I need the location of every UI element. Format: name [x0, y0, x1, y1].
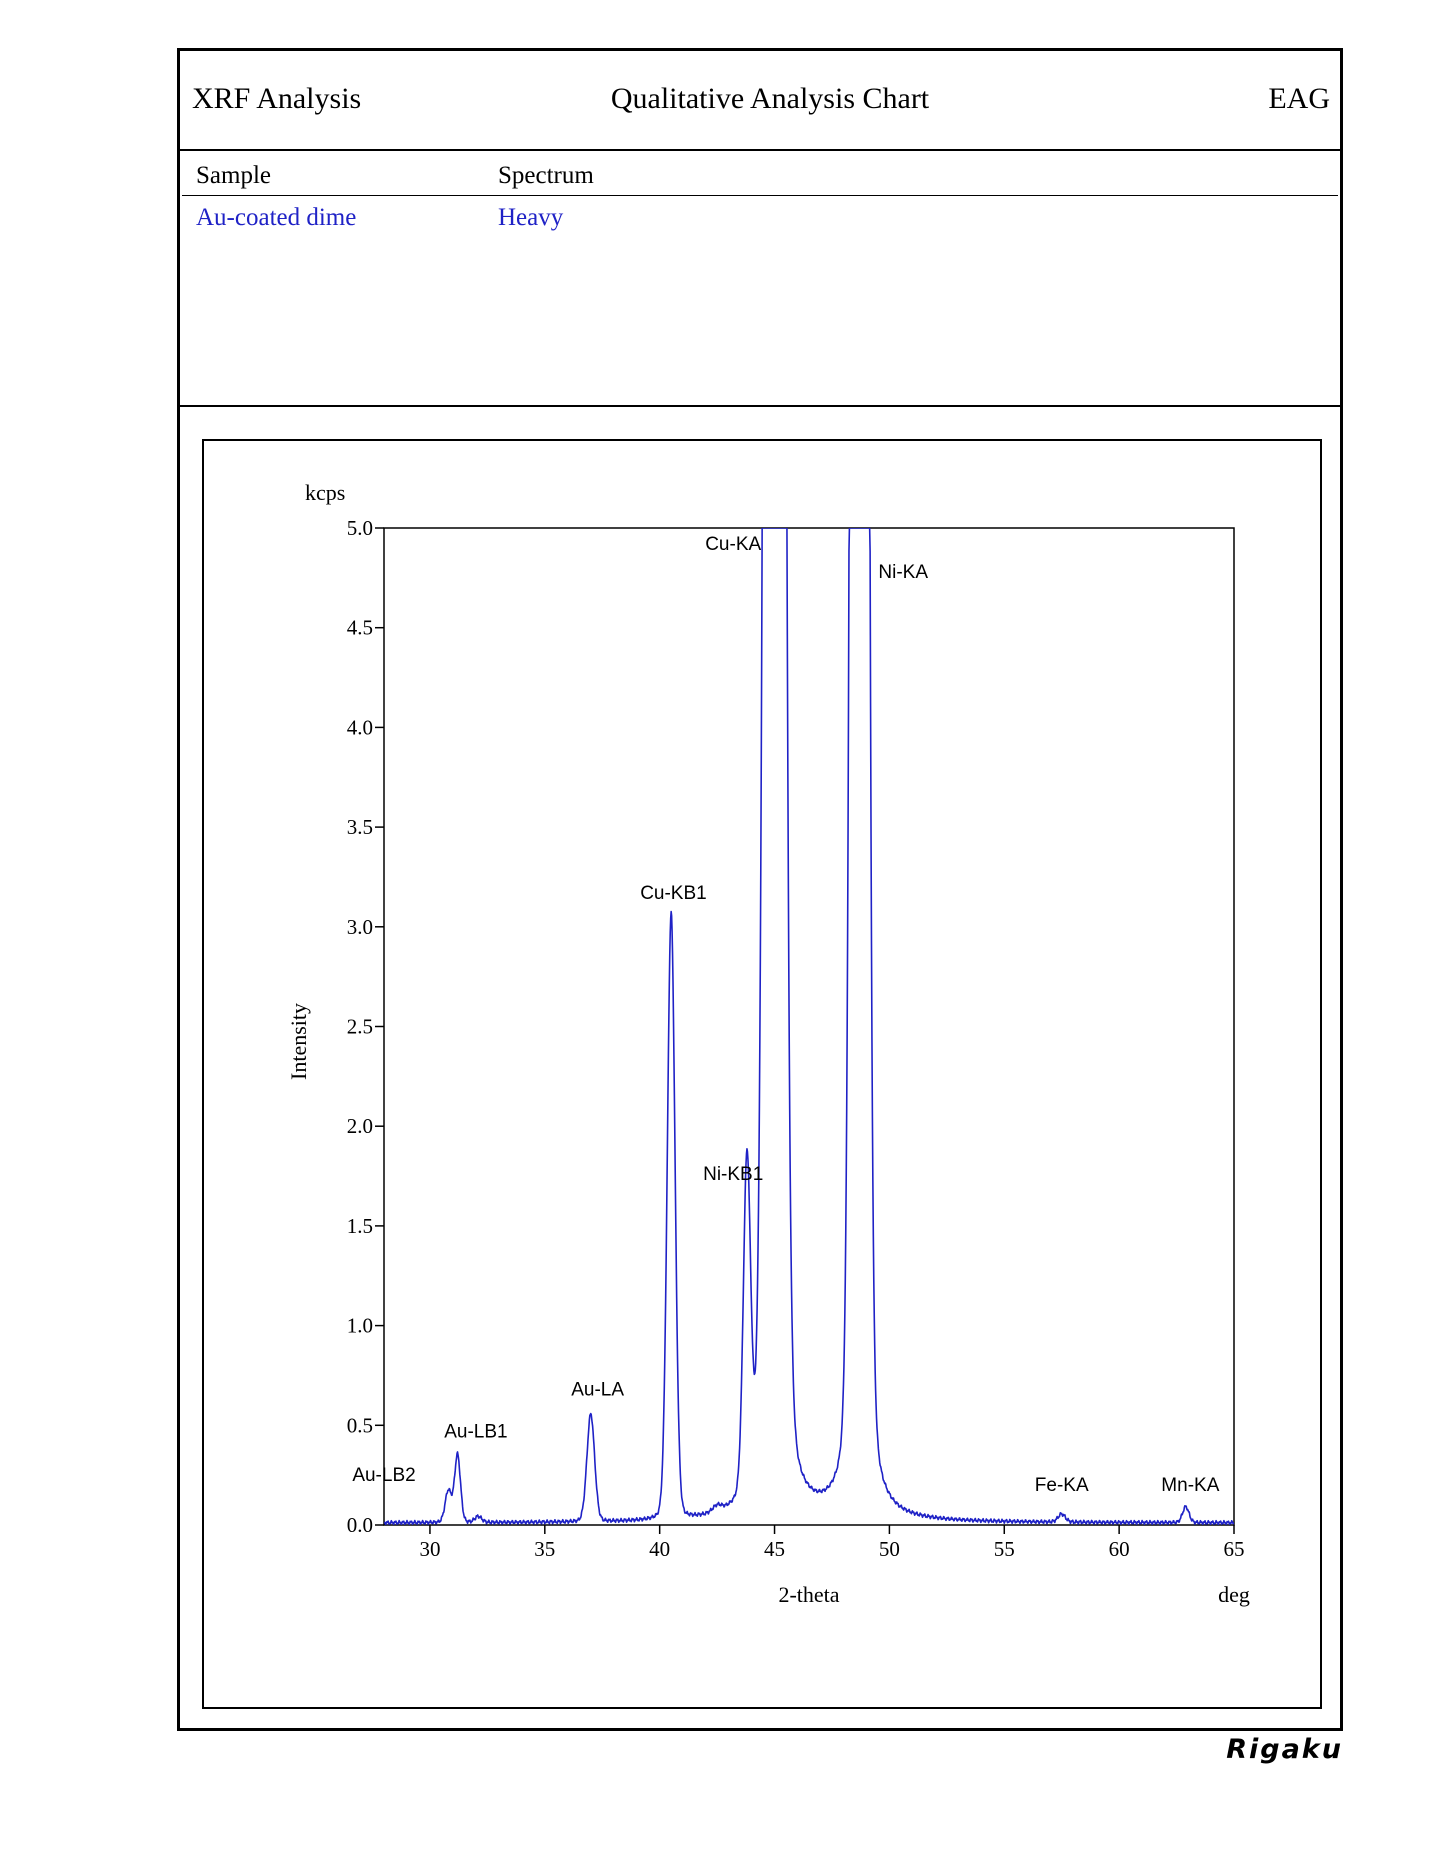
- axes-layer: 0.0 0.5 1.0 1.5 2.0 2.5 3.0 3.5 4.0 4.5 5.0 30 35 40 4…: [286, 480, 1250, 1607]
- report-header: XRF Analysis Qualitative Analysis Chart …: [180, 51, 1340, 151]
- x-tick-label: 45: [764, 1537, 785, 1561]
- trace-layer: [384, 528, 1234, 1525]
- report-frame: XRF Analysis Qualitative Analysis Chart …: [177, 48, 1343, 1731]
- lab-name: EAG: [1268, 82, 1330, 115]
- info-divider: [182, 195, 1338, 196]
- y-tick-label: 2.0: [347, 1114, 373, 1138]
- sample-value: Au-coated dime: [196, 204, 357, 231]
- x-axis-title: 2-theta: [778, 1582, 839, 1607]
- rigaku-logo: Rigaku: [1226, 1734, 1343, 1765]
- y-unit-label: kcps: [305, 480, 345, 505]
- peak-label-cu-ka: Cu-KA: [705, 534, 761, 555]
- y-tick-label: 2.5: [347, 1015, 373, 1039]
- spectrum-trace: [384, 528, 1234, 1525]
- x-tick-label: 30: [419, 1537, 440, 1561]
- y-tick-label: 1.0: [347, 1314, 373, 1338]
- peak-label-fe-ka: Fe-KA: [1035, 1475, 1089, 1496]
- y-tick-label: 1.5: [347, 1214, 373, 1238]
- spectrum-value: Heavy: [498, 204, 564, 231]
- x-tick-label: 55: [994, 1537, 1015, 1561]
- x-tick-label: 60: [1109, 1537, 1130, 1561]
- x-tick-label: 50: [879, 1537, 900, 1561]
- peak-label-au-lb2: Au-LB2: [352, 1465, 415, 1486]
- xrf-spectrum-chart: 0.0 0.5 1.0 1.5 2.0 2.5 3.0 3.5 4.0 4.5 5.0 30 35 40 4…: [286, 480, 1250, 1607]
- peak-label-cu-kb1: Cu-KB1: [640, 883, 707, 904]
- x-tick-label: 65: [1224, 1537, 1245, 1561]
- y-tick-label: 4.0: [347, 715, 373, 739]
- y-tick-label: 0.0: [347, 1513, 373, 1537]
- x-tick-label: 35: [534, 1537, 555, 1561]
- peak-label-ni-kb1: Ni-KB1: [703, 1164, 763, 1185]
- y-tick-label: 0.5: [347, 1413, 373, 1437]
- peak-label-au-la: Au-LA: [571, 1379, 624, 1400]
- spectrum-column-header: Spectrum: [498, 162, 594, 189]
- chart-panel: 0.0 0.5 1.0 1.5 2.0 2.5 3.0 3.5 4.0 4.5 5.0 30 35 40 4…: [202, 439, 1322, 1709]
- y-tick-label: 3.0: [347, 915, 373, 939]
- y-axis-title: Intensity: [286, 1003, 311, 1080]
- peak-label-layer: Au-LB2 Au-LB1 Au-LA Cu-KB1 Ni-KB1 Cu-KA Ni-KA F…: [352, 534, 1219, 1496]
- x-tick-label: 40: [649, 1537, 670, 1561]
- peak-label-ni-ka: Ni-KA: [878, 562, 928, 583]
- plot-frame: [383, 527, 1235, 1526]
- chart-title: Qualitative Analysis Chart: [610, 82, 930, 115]
- x-unit-label: deg: [1218, 1582, 1250, 1607]
- peak-label-au-lb1: Au-LB1: [444, 1421, 507, 1442]
- sample-column-header: Sample: [196, 162, 271, 189]
- y-tick-label: 4.5: [347, 616, 373, 640]
- y-tick-label: 5.0: [347, 516, 373, 540]
- sample-info-block: Sample Spectrum Au-coated dime Heavy: [180, 151, 1340, 407]
- peak-label-mn-ka: Mn-KA: [1161, 1475, 1219, 1496]
- y-tick-label: 3.5: [347, 815, 373, 839]
- report-type-title: XRF Analysis: [192, 82, 362, 115]
